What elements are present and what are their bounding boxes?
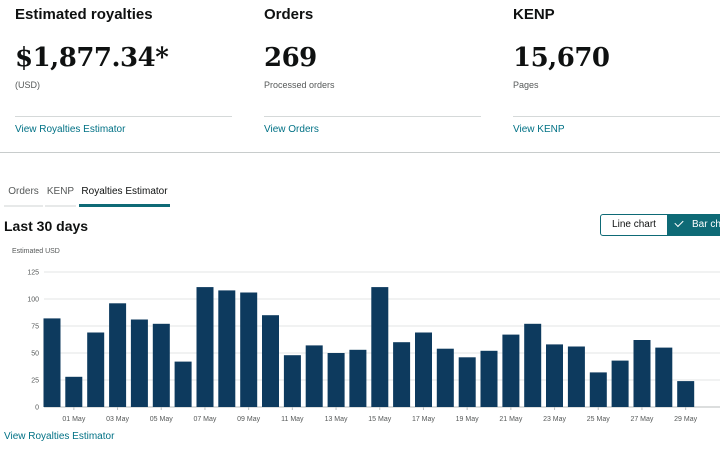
- tab-royalties-estimator-label: Royalties Estimator: [81, 186, 168, 197]
- royalties-card: Estimated royalties $1,877.34* (USD) Vie…: [15, 0, 232, 152]
- bar[interactable]: [589, 372, 607, 407]
- x-tick-label: 23 May: [543, 416, 566, 423]
- bar[interactable]: [218, 290, 236, 407]
- y-tick-label: 0: [35, 405, 39, 412]
- bar[interactable]: [152, 323, 170, 407]
- section-divider: [0, 152, 720, 153]
- chart-bars: [43, 287, 695, 408]
- tab-kenp-label: KENP: [46, 186, 75, 197]
- bar[interactable]: [196, 287, 214, 407]
- card-divider: [513, 116, 720, 117]
- y-tick-label: 25: [31, 378, 39, 385]
- bar[interactable]: [174, 361, 192, 407]
- x-tick-label: 17 May: [412, 416, 435, 423]
- bar[interactable]: [502, 334, 520, 407]
- tab-kenp[interactable]: KENP: [45, 179, 76, 207]
- x-tick-label: 21 May: [499, 416, 522, 423]
- tab-underline: [4, 205, 43, 207]
- chart-x-ticks: 01 May 03 May 05 May 07 May 09 May 11 May 13 M…: [62, 407, 698, 423]
- chart-y-axis-label: Estimated USD: [12, 248, 60, 255]
- tab-underline: [45, 205, 76, 207]
- bar[interactable]: [240, 292, 258, 408]
- bar[interactable]: [436, 348, 454, 407]
- kenp-card-sub: Pages: [513, 80, 539, 90]
- y-tick-label: 125: [27, 270, 39, 277]
- tab-active-indicator: [79, 204, 170, 207]
- checkmark-icon: [674, 217, 684, 228]
- x-tick-label: 05 May: [150, 416, 173, 423]
- bar[interactable]: [305, 345, 323, 407]
- royalties-card-sub: (USD): [15, 80, 40, 90]
- x-tick-label: 25 May: [587, 416, 610, 423]
- tab-royalties-estimator[interactable]: Royalties Estimator: [79, 179, 170, 207]
- bar[interactable]: [327, 353, 345, 407]
- bar-chart-button-label: Bar chart: [692, 219, 720, 230]
- kenp-card-value: 15,670: [513, 43, 610, 73]
- orders-card-sub: Processed orders: [264, 80, 335, 90]
- x-tick-label: 03 May: [106, 416, 129, 423]
- bar[interactable]: [480, 350, 498, 407]
- orders-card-title: Orders: [264, 6, 314, 23]
- kenp-card: KENP 15,670 Pages View KENP: [513, 0, 720, 152]
- bar-chart-button[interactable]: Bar chart: [667, 214, 720, 236]
- card-divider: [264, 116, 481, 117]
- bar[interactable]: [655, 347, 673, 407]
- view-orders-link[interactable]: View Orders: [264, 124, 319, 135]
- y-tick-label: 75: [31, 324, 39, 331]
- card-divider: [15, 116, 232, 117]
- orders-card: Orders 269 Processed orders View Orders: [264, 0, 481, 152]
- bar[interactable]: [349, 349, 367, 407]
- bar[interactable]: [130, 319, 148, 408]
- period-title: Last 30 days: [4, 218, 89, 234]
- view-royalties-estimator-footer-link[interactable]: View Royalties Estimator: [4, 431, 115, 442]
- x-tick-label: 13 May: [325, 416, 348, 423]
- bar[interactable]: [43, 318, 61, 407]
- bar[interactable]: [524, 323, 542, 407]
- bar[interactable]: [371, 287, 389, 407]
- bar[interactable]: [611, 360, 629, 407]
- bar[interactable]: [283, 355, 301, 407]
- bar[interactable]: [458, 357, 476, 407]
- y-tick-label: 100: [27, 297, 39, 304]
- orders-card-value: 269: [264, 43, 317, 73]
- view-royalties-estimator-link[interactable]: View Royalties Estimator: [15, 124, 126, 135]
- bar[interactable]: [393, 342, 411, 407]
- tab-orders[interactable]: Orders: [4, 179, 43, 207]
- bar[interactable]: [677, 381, 695, 407]
- bar[interactable]: [87, 332, 105, 408]
- x-tick-label: 19 May: [456, 416, 479, 423]
- line-chart-button-label: Line chart: [612, 219, 656, 230]
- x-tick-label: 29 May: [674, 416, 697, 423]
- x-tick-label: 07 May: [193, 416, 216, 423]
- view-kenp-link[interactable]: View KENP: [513, 124, 565, 135]
- royalties-card-value: $1,877.34*: [15, 43, 169, 73]
- bar[interactable]: [415, 332, 432, 408]
- line-chart-button[interactable]: Line chart: [600, 214, 668, 236]
- royalties-bar-chart: 0 25 50 75 100 125 01 May 03 May 05 May 07 May 09…: [27, 270, 720, 423]
- x-tick-label: 09 May: [237, 416, 260, 423]
- x-tick-label: 15 May: [368, 416, 391, 423]
- tab-orders-label: Orders: [8, 186, 39, 197]
- bar[interactable]: [633, 340, 651, 407]
- y-tick-label: 50: [31, 351, 39, 358]
- chart-type-toggle: Line chart Bar chart: [600, 214, 720, 236]
- summary-cards: Estimated royalties $1,877.34* (USD) Vie…: [0, 0, 720, 152]
- bar[interactable]: [567, 346, 585, 408]
- x-tick-label: 27 May: [630, 416, 653, 423]
- chart-y-ticks: 0 25 50 75 100 125: [27, 270, 39, 412]
- bar[interactable]: [546, 344, 563, 407]
- x-tick-label: 01 May: [62, 416, 85, 423]
- x-tick-label: 11 May: [281, 416, 304, 423]
- royalties-card-title: Estimated royalties: [15, 6, 153, 23]
- bar[interactable]: [262, 315, 279, 407]
- bar[interactable]: [109, 303, 127, 407]
- kenp-card-title: KENP: [513, 6, 555, 23]
- bar[interactable]: [65, 376, 83, 407]
